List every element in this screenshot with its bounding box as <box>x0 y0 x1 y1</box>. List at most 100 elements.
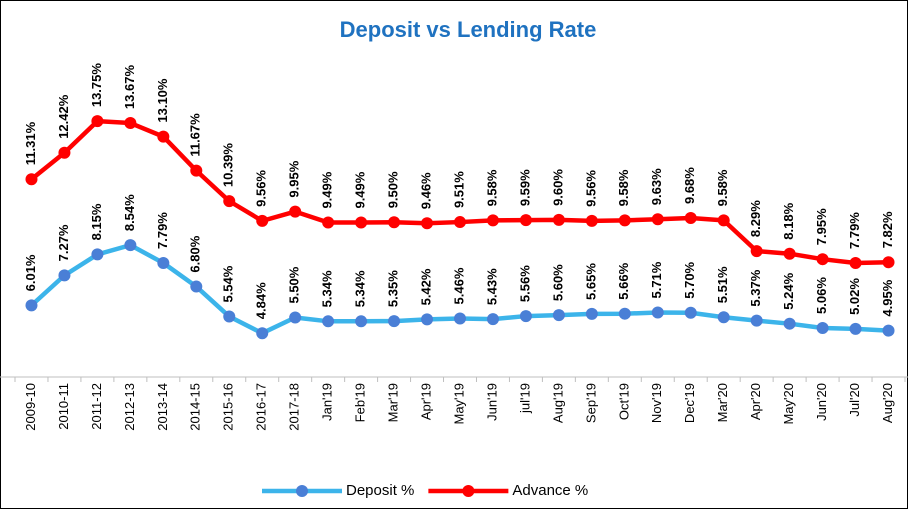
data-point <box>783 247 796 260</box>
x-tick-label: 2011-12 <box>89 383 104 430</box>
data-label: 9.56% <box>254 170 269 207</box>
x-tick-label: 2016-17 <box>254 383 269 431</box>
data-point <box>157 256 170 269</box>
x-tick-label: Aug'19 <box>550 383 565 423</box>
data-point <box>91 115 104 128</box>
data-point <box>651 213 664 226</box>
data-point <box>684 306 697 319</box>
data-label: 5.70% <box>682 261 697 298</box>
data-point <box>322 216 335 229</box>
data-label: 4.84% <box>254 282 269 319</box>
data-point <box>421 313 434 326</box>
legend-label: Deposit % <box>346 482 414 499</box>
data-label: 9.59% <box>517 169 532 206</box>
data-point <box>849 322 862 335</box>
data-label: 8.15% <box>89 203 104 240</box>
x-tick-label: Apr'20 <box>748 383 763 420</box>
data-label: 5.54% <box>221 265 236 302</box>
data-point <box>124 239 137 252</box>
x-tick-label: Feb'19 <box>353 383 368 422</box>
data-label: 8.54% <box>122 194 137 231</box>
data-point <box>124 117 137 130</box>
data-label: 9.50% <box>386 171 401 208</box>
data-point <box>223 310 236 323</box>
data-label: 7.82% <box>880 211 895 248</box>
legend-marker <box>296 485 308 497</box>
data-point <box>816 321 829 334</box>
data-point <box>157 130 170 143</box>
x-tick-label: Apr'19 <box>418 383 433 420</box>
data-point <box>355 216 368 229</box>
x-tick-label: Jul'20 <box>847 383 862 417</box>
data-label: 8.18% <box>781 202 796 239</box>
data-label: 5.37% <box>748 269 763 306</box>
data-label: 9.58% <box>715 169 730 206</box>
data-point <box>454 216 466 229</box>
x-tick-label: 2010-11 <box>56 383 71 430</box>
data-label: 9.56% <box>583 170 598 207</box>
data-label: 9.60% <box>550 169 565 206</box>
data-label: 5.42% <box>418 268 433 305</box>
data-point <box>519 310 532 323</box>
data-label: 13.75% <box>89 63 104 108</box>
data-point <box>58 146 71 159</box>
data-label: 9.51% <box>451 171 466 208</box>
data-label: 5.34% <box>353 270 368 307</box>
data-label: 5.65% <box>583 263 598 300</box>
data-point <box>486 214 499 227</box>
legend-marker <box>462 485 475 497</box>
data-label: 9.49% <box>320 171 335 208</box>
data-label: 5.50% <box>287 266 302 303</box>
x-tick-label: Jan'19 <box>320 383 335 421</box>
data-point <box>322 315 335 328</box>
data-point <box>552 213 565 226</box>
data-point <box>388 315 401 328</box>
x-tick-label: Dec'19 <box>682 383 697 423</box>
chart-title: Deposit vs Lending Rate <box>340 17 597 42</box>
data-label: 7.27% <box>56 224 71 261</box>
data-label: 7.79% <box>847 212 862 249</box>
data-point <box>388 216 401 229</box>
data-point <box>552 309 565 322</box>
data-point <box>618 214 631 227</box>
x-tick-label: 2009-10 <box>23 383 38 431</box>
x-tick-label: May'20 <box>781 383 796 425</box>
data-label: 5.60% <box>550 264 565 301</box>
data-label: 5.51% <box>715 266 730 303</box>
data-label: 5.43% <box>484 268 499 305</box>
data-point <box>25 299 38 312</box>
data-label: 5.24% <box>781 272 796 309</box>
data-point <box>717 311 730 324</box>
x-tick-label: Sep'19 <box>583 383 598 423</box>
x-tick-label: May'19 <box>451 383 466 425</box>
data-point <box>190 164 203 177</box>
x-tick-label: Aug'20 <box>880 383 895 423</box>
data-label: 5.46% <box>451 267 466 304</box>
data-point <box>750 245 763 258</box>
data-label: 9.95% <box>287 160 302 197</box>
x-tick-label: 2014-15 <box>188 383 203 431</box>
data-point <box>256 327 269 340</box>
data-point <box>289 311 302 324</box>
data-label: 9.63% <box>649 168 664 205</box>
x-tick-label: Jun'20 <box>814 383 829 421</box>
data-point <box>256 214 269 227</box>
data-point <box>783 317 796 330</box>
data-label: 9.58% <box>616 169 631 206</box>
data-point <box>519 214 532 227</box>
data-point <box>355 315 368 328</box>
data-point <box>684 212 697 225</box>
data-label: 5.66% <box>616 262 631 299</box>
data-label: 13.67% <box>122 65 137 110</box>
x-tick-label: 2017-18 <box>287 383 302 431</box>
data-label: 5.56% <box>517 265 532 302</box>
data-label: 7.95% <box>814 208 829 245</box>
data-label: 9.68% <box>682 167 697 204</box>
data-point <box>651 306 664 319</box>
x-tick-label: Nov'19 <box>649 383 664 423</box>
data-point <box>58 269 71 282</box>
data-label: 6.80% <box>188 235 203 272</box>
data-point <box>289 205 302 218</box>
data-point <box>25 173 38 186</box>
